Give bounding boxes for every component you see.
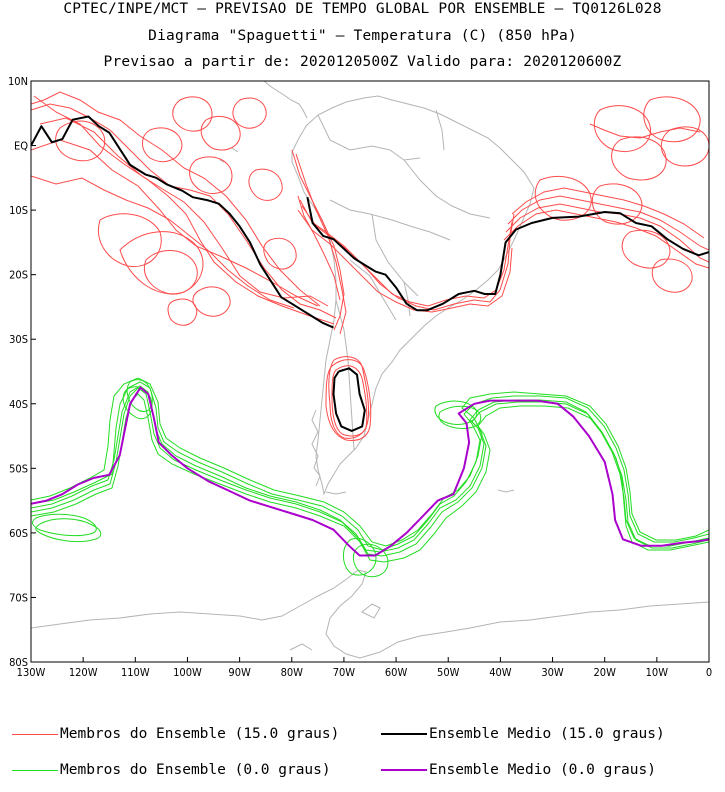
lon-tick-label: 100W (173, 666, 202, 679)
lon-tick-label: 40W (489, 666, 512, 679)
coast-antarctica (31, 569, 709, 659)
lat-tick-label: 70S (9, 591, 28, 604)
lon-tick-label: 30W (541, 666, 564, 679)
coast-border-central (329, 199, 451, 241)
lat-tick-label: 10N (8, 75, 28, 88)
ensemble-mean-layer (31, 115, 709, 557)
title-line-3: Previsao a partir de: 2020120500Z Valido… (103, 54, 622, 70)
lon-tick-label: 50W (437, 666, 460, 679)
lat-tick-label: 60S (9, 527, 28, 540)
coast-island-1 (361, 603, 381, 619)
members-15-layer (31, 91, 709, 441)
map-frame (30, 80, 710, 663)
coast-border-guianas (435, 109, 445, 151)
lat-tick-label: 30S (9, 333, 28, 346)
coast-galapagos (219, 147, 239, 163)
ensemble-mean-15-line (306, 197, 709, 312)
lon-tick-label: 120W (69, 666, 98, 679)
legend-label: Ensemble Medio (0.0 graus) (429, 762, 656, 778)
legend-item: Membros do Ensemble (15.0 graus) (12, 726, 339, 742)
coastline-layer (31, 81, 709, 659)
legend-swatch (381, 733, 427, 735)
legend-label: Membros do Ensemble (0.0 graus) (60, 762, 331, 778)
legend-label: Membros do Ensemble (15.0 graus) (60, 726, 340, 742)
legend-swatch (12, 769, 58, 771)
coast-falklands (497, 489, 515, 493)
legend-swatch (381, 769, 427, 771)
lat-tick-label: 20S (9, 269, 28, 282)
coast-border-bolivia (371, 213, 419, 297)
legend-swatch (12, 733, 58, 735)
lat-tick-label: EQ (14, 140, 28, 153)
coast-island-2 (289, 643, 313, 651)
legend-item: Ensemble Medio (15.0 graus) (381, 726, 665, 742)
axis-ticks: 130W 120W 110W 100W 90W 80W 70W 60W 50W 40W 30W 20W… (8, 75, 712, 679)
legend-label: Ensemble Medio (15.0 graus) (429, 726, 665, 742)
lon-tick-label: 0 (706, 666, 712, 679)
coast-border-north (317, 114, 421, 161)
members-0-layer (31, 377, 709, 578)
ensemble-mean-15-loop (332, 367, 366, 432)
coast-central-america (263, 81, 308, 119)
title-line-1: CPTEC/INPE/MCT – PREVISAO DE TEMPO GLOBA… (63, 1, 662, 17)
lat-tick-label: 10S (9, 204, 28, 217)
ensemble-mean-15-line (31, 115, 334, 329)
lon-tick-label: 90W (228, 666, 251, 679)
lat-tick-label: 80S (9, 656, 28, 669)
lon-tick-label: 110W (121, 666, 150, 679)
coast-south-america (291, 95, 535, 496)
lon-tick-label: 20W (593, 666, 616, 679)
lon-tick-label: 60W (385, 666, 408, 679)
lon-tick-label: 10W (646, 666, 669, 679)
lon-tick-label: 80W (281, 666, 304, 679)
coast-tierra-del-fuego (325, 491, 347, 495)
lon-tick-label: 130W (17, 666, 46, 679)
lat-tick-label: 40S (9, 398, 28, 411)
coast-border-brazil (403, 159, 491, 219)
legend-item: Ensemble Medio (0.0 graus) (381, 762, 656, 778)
ensemble-mean-0-line (31, 386, 709, 557)
coast-border-paraguay (403, 281, 411, 317)
legend-item: Membros do Ensemble (0.0 graus) (12, 762, 331, 778)
lon-tick-label: 70W (333, 666, 356, 679)
coast-chile-fjords (311, 409, 321, 487)
coast-border-argentina (349, 259, 397, 321)
title-line-2: Diagrama "Spaguetti" – Temperatura (C) (… (148, 28, 577, 44)
lat-tick-label: 50S (9, 462, 28, 475)
